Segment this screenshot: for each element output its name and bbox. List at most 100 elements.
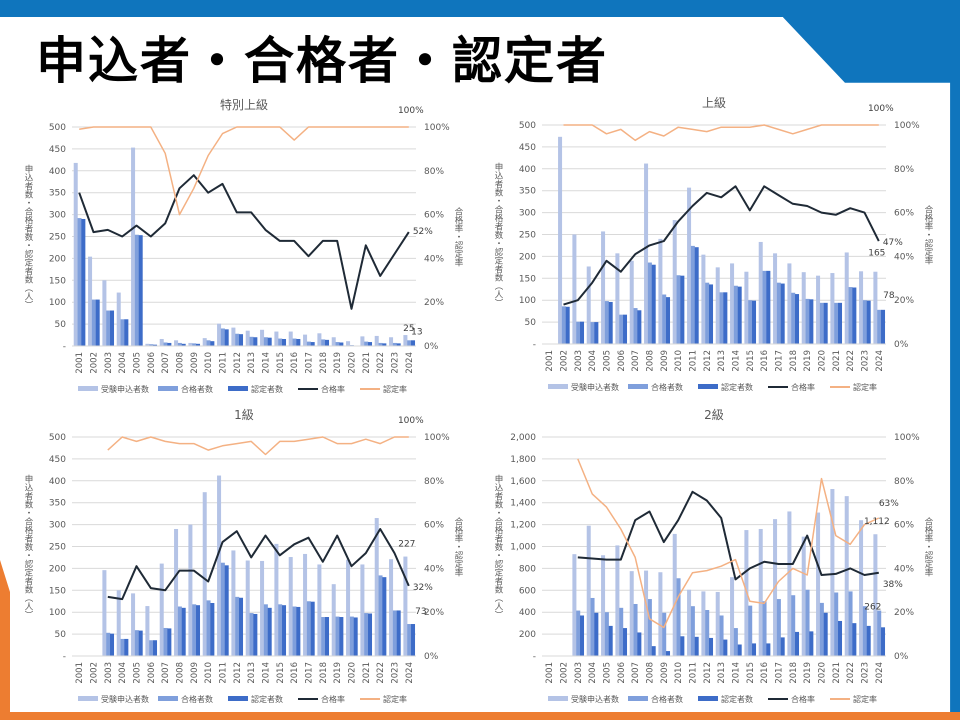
- legend-label: 認定者数: [721, 382, 753, 392]
- bar-passers: [863, 300, 867, 344]
- x-tick-label: 2023: [391, 662, 401, 684]
- bar-passers: [734, 286, 738, 344]
- bar-applicants: [360, 336, 364, 346]
- x-tick-label: 2014: [262, 662, 272, 684]
- y-tick-label: 1,400: [510, 499, 536, 509]
- bar-certified: [339, 342, 343, 346]
- bar-passers: [307, 342, 311, 346]
- data-label: 78: [883, 291, 895, 301]
- chart-svg: 特別上級-501001502002503003504004505000%20%4…: [20, 95, 480, 410]
- chart-title: 上級: [702, 96, 726, 110]
- x-tick-label: 2013: [717, 350, 727, 372]
- y2-tick-label: 20%: [424, 298, 444, 308]
- x-tick-label: 2008: [176, 662, 186, 684]
- legend-label: 合格者数: [651, 382, 683, 392]
- bar-passers: [820, 303, 824, 344]
- legend-label: 受験申込者数: [101, 694, 149, 704]
- bar-applicants: [131, 148, 135, 346]
- x-tick-label: 2005: [603, 662, 613, 684]
- x-tick-label: 2002: [90, 352, 100, 374]
- bar-passers: [834, 592, 838, 656]
- y-tick-label: 400: [519, 608, 536, 618]
- bar-passers: [207, 600, 211, 656]
- bar-applicants: [673, 534, 677, 656]
- legend-label: 認定率: [853, 694, 877, 704]
- bar-applicants: [188, 525, 192, 656]
- x-tick-label: 2018: [789, 662, 799, 684]
- x-tick-label: 2007: [161, 662, 171, 684]
- bar-applicants: [231, 328, 235, 346]
- bar-applicants: [317, 333, 321, 346]
- x-tick-label: 2017: [305, 352, 315, 374]
- y-tick-label: 500: [49, 433, 66, 443]
- bar-certified: [411, 624, 415, 656]
- bar-applicants: [203, 338, 207, 346]
- y-tick-label: 200: [519, 252, 536, 262]
- x-tick-label: 2017: [775, 350, 785, 372]
- legend-label: 受験申込者数: [101, 384, 149, 394]
- bar-certified: [182, 608, 186, 656]
- x-tick-label: 2020: [818, 350, 828, 372]
- bar-certified: [268, 338, 272, 346]
- x-tick-label: 2005: [603, 350, 613, 372]
- bar-passers: [221, 328, 225, 346]
- bar-certified: [139, 235, 143, 346]
- bar-applicants: [231, 550, 235, 656]
- bar-passers: [164, 342, 168, 346]
- legend-swatch: [158, 386, 178, 391]
- bar-certified: [852, 623, 856, 656]
- chart-svg: 2級-2004006008001,0001,2001,4001,6001,800…: [490, 405, 950, 720]
- x-tick-label: 2004: [118, 352, 128, 374]
- legend-label: 認定率: [383, 694, 407, 704]
- x-tick-label: 2024: [405, 662, 415, 684]
- y-axis-title: 申込者数・合格者数・認定者数（人）: [23, 164, 33, 309]
- bar-certified: [253, 614, 257, 656]
- bar-applicants: [403, 557, 407, 656]
- bar-certified: [325, 617, 329, 656]
- bar-certified: [752, 643, 756, 656]
- data-label: 52%: [413, 227, 433, 237]
- bar-applicants: [102, 280, 106, 346]
- y-tick-label: 450: [49, 455, 66, 465]
- bar-passers: [121, 639, 125, 656]
- bar-passers: [135, 235, 139, 346]
- x-tick-label: 2012: [233, 662, 243, 684]
- bar-applicants: [701, 591, 705, 656]
- bar-passers: [364, 342, 368, 346]
- y-tick-label: 500: [49, 123, 66, 133]
- legend-swatch: [628, 384, 648, 389]
- bar-certified: [609, 302, 613, 344]
- bar-certified: [824, 613, 828, 656]
- bar-passers: [619, 315, 623, 344]
- bar-applicants: [360, 564, 364, 656]
- x-tick-label: 2016: [290, 662, 300, 684]
- legend-swatch: [78, 696, 98, 701]
- bar-passers: [235, 334, 239, 346]
- bar-applicants: [289, 332, 293, 346]
- x-tick-label: 2005: [133, 662, 143, 684]
- bar-passers: [691, 606, 695, 656]
- bar-certified: [225, 565, 229, 656]
- bar-certified: [594, 322, 598, 344]
- y2-axis-title: 合格率・認定率: [923, 205, 933, 266]
- data-label: 165: [868, 249, 885, 259]
- bar-applicants: [615, 545, 619, 656]
- bar-certified: [637, 632, 641, 656]
- bar-applicants: [274, 332, 278, 346]
- x-tick-label: 2010: [674, 662, 684, 684]
- bar-passers: [350, 617, 354, 656]
- y-tick-label: 200: [519, 630, 536, 640]
- bar-passers: [777, 283, 781, 344]
- legend-label: 合格率: [321, 384, 345, 394]
- bar-applicants: [787, 511, 791, 656]
- x-tick-label: 2008: [176, 352, 186, 374]
- bar-applicants: [716, 267, 720, 344]
- chart-title: 特別上級: [220, 97, 268, 112]
- bar-passers: [677, 578, 681, 656]
- bar-certified: [766, 643, 770, 656]
- bar-passers: [106, 311, 110, 346]
- legend-swatch: [548, 696, 568, 701]
- y-axis-title: 申込者数・合格者数・認定者数（人）: [23, 474, 33, 619]
- bar-passers: [662, 295, 666, 344]
